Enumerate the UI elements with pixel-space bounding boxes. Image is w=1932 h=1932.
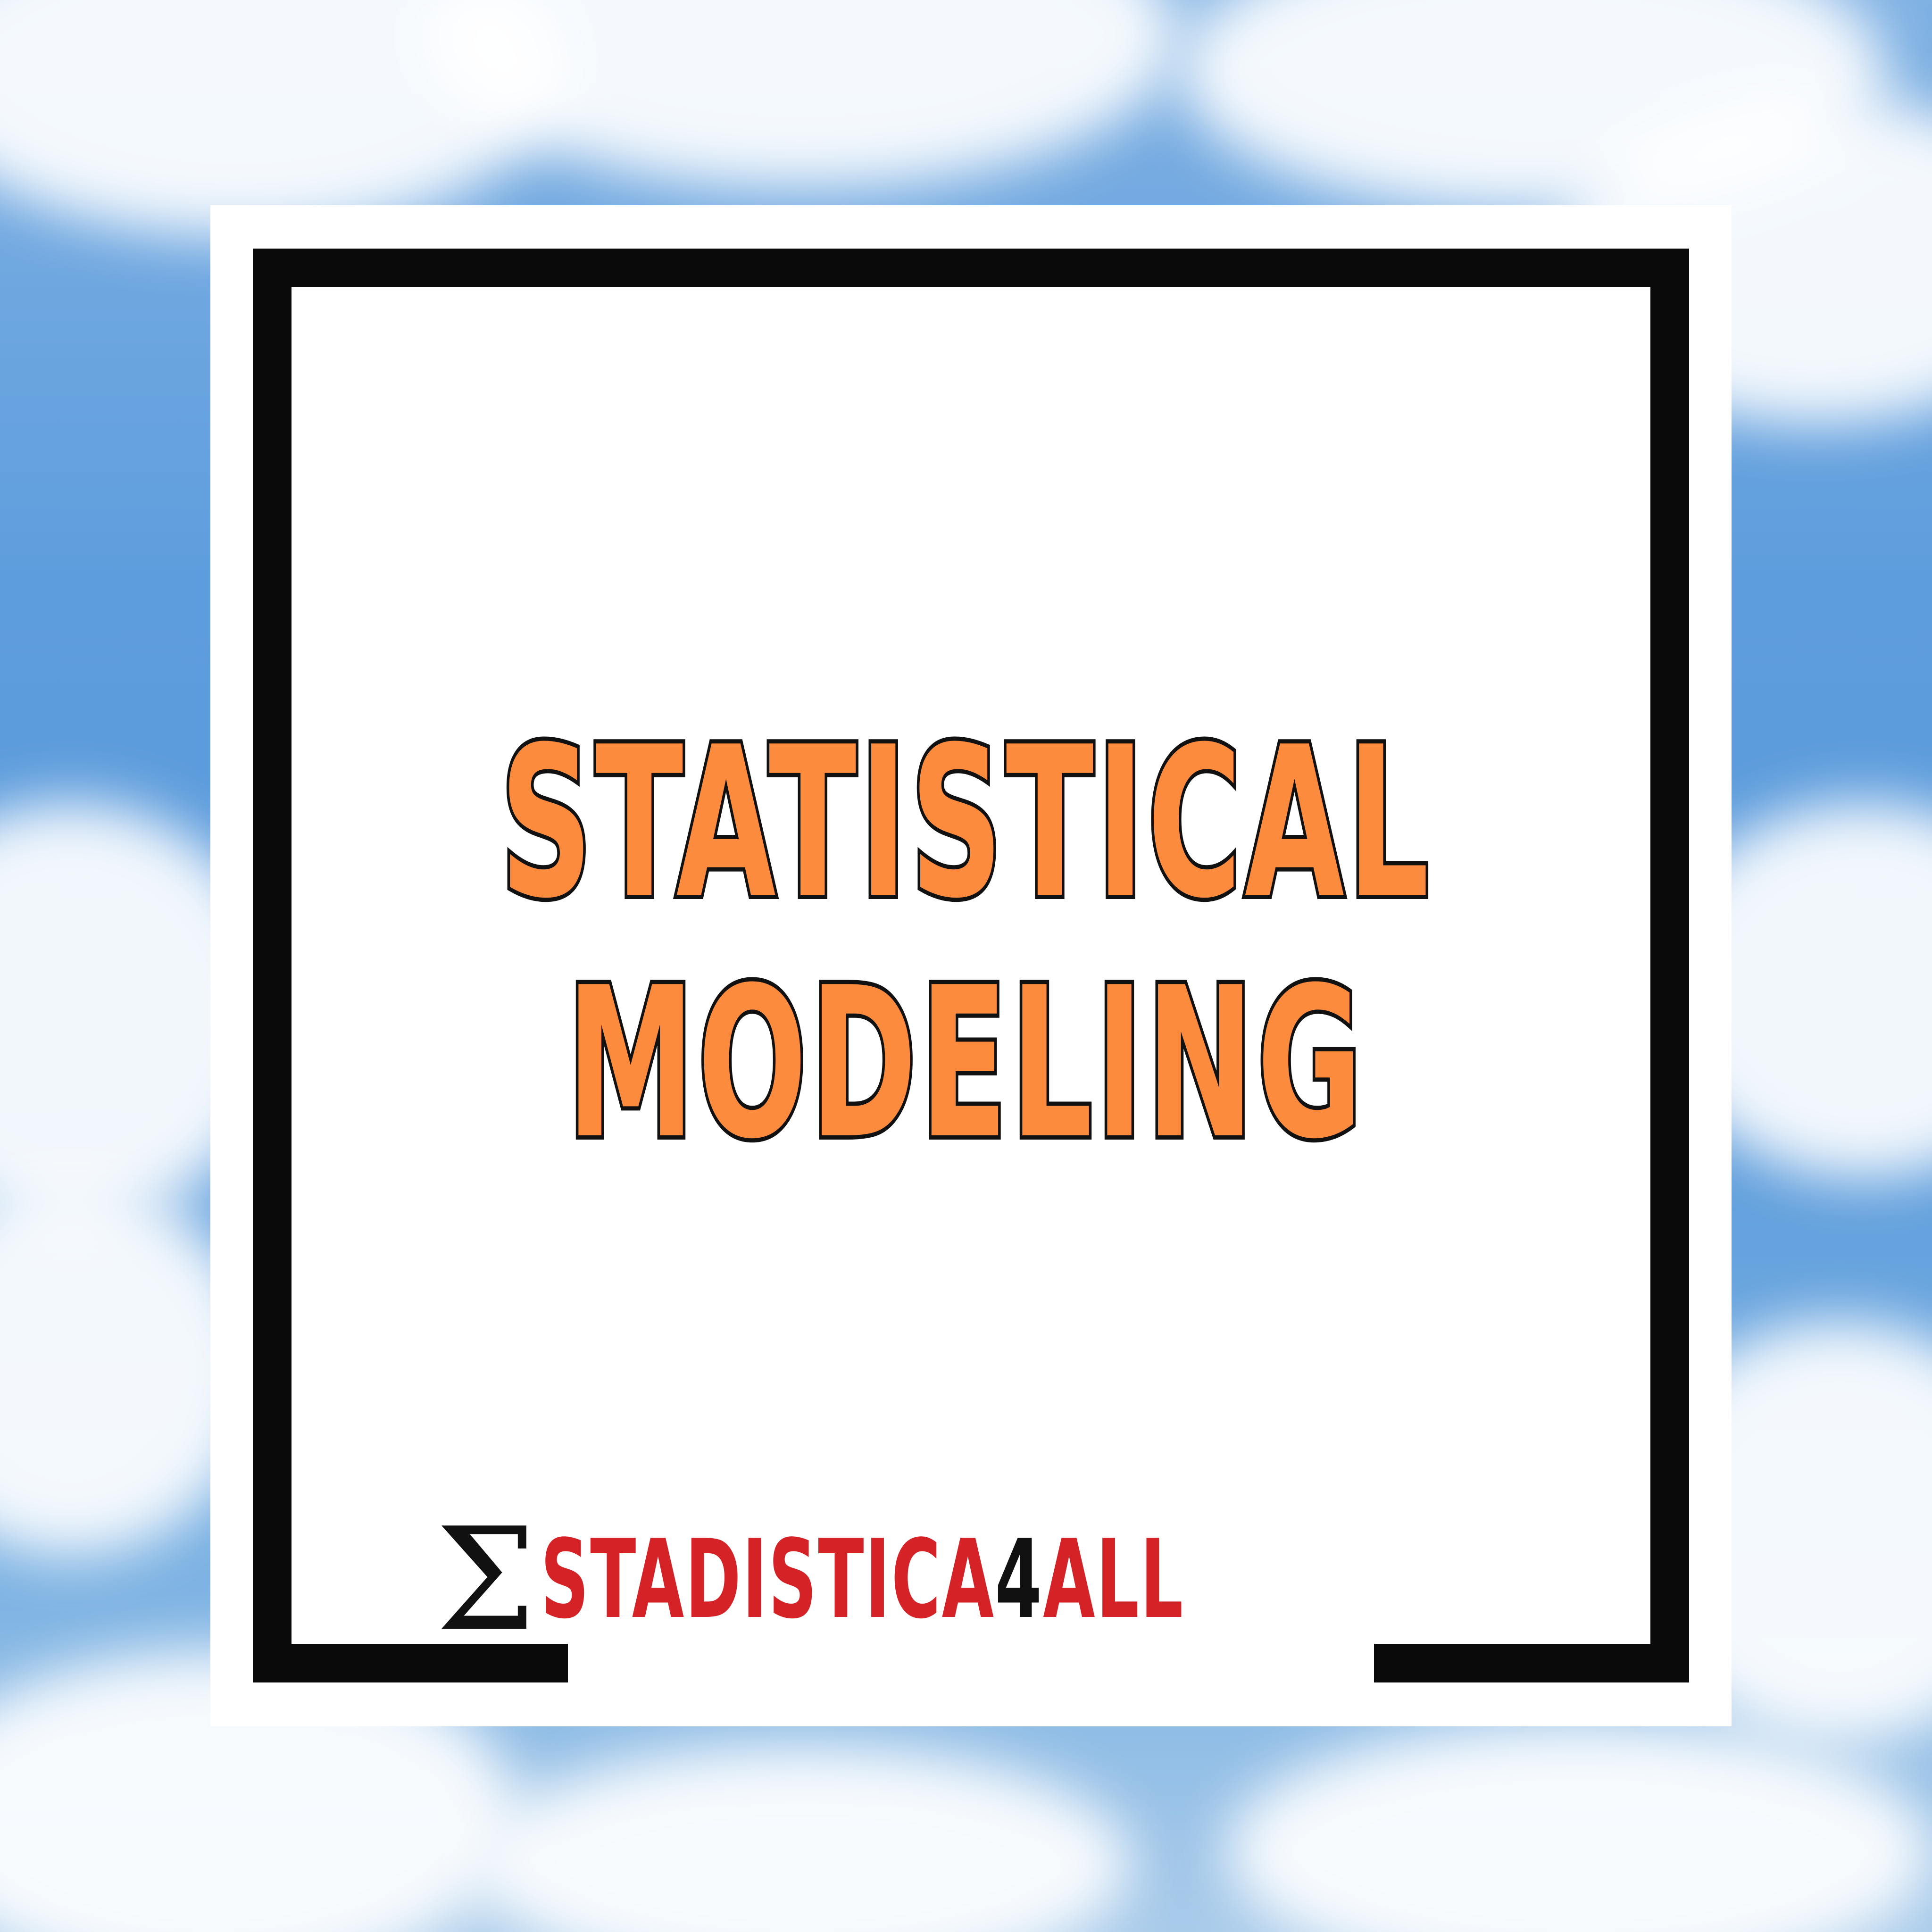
- sigma-icon: Σ: [435, 1498, 536, 1662]
- logo-part-all: ALL: [1043, 1517, 1184, 1643]
- frame-right-border: [1650, 249, 1689, 1682]
- title-line-1: STATISTICAL: [497, 702, 1432, 944]
- frame-left-border: [253, 249, 291, 1682]
- title-line-2: MODELING: [564, 943, 1366, 1184]
- brand-logo: Σ STADISTICA4ALL: [436, 1509, 1363, 1651]
- frame-bottom-left-border: [253, 1644, 568, 1682]
- white-card: [210, 205, 1732, 1726]
- frame-top-border: [253, 249, 1689, 287]
- logo-part-stadistica: STADISTICA: [541, 1517, 995, 1643]
- frame-bottom-right-border: [1374, 1644, 1689, 1682]
- logo-part-4: 4: [995, 1517, 1043, 1643]
- logo-wordmark: STADISTICA4ALL: [541, 1526, 1183, 1634]
